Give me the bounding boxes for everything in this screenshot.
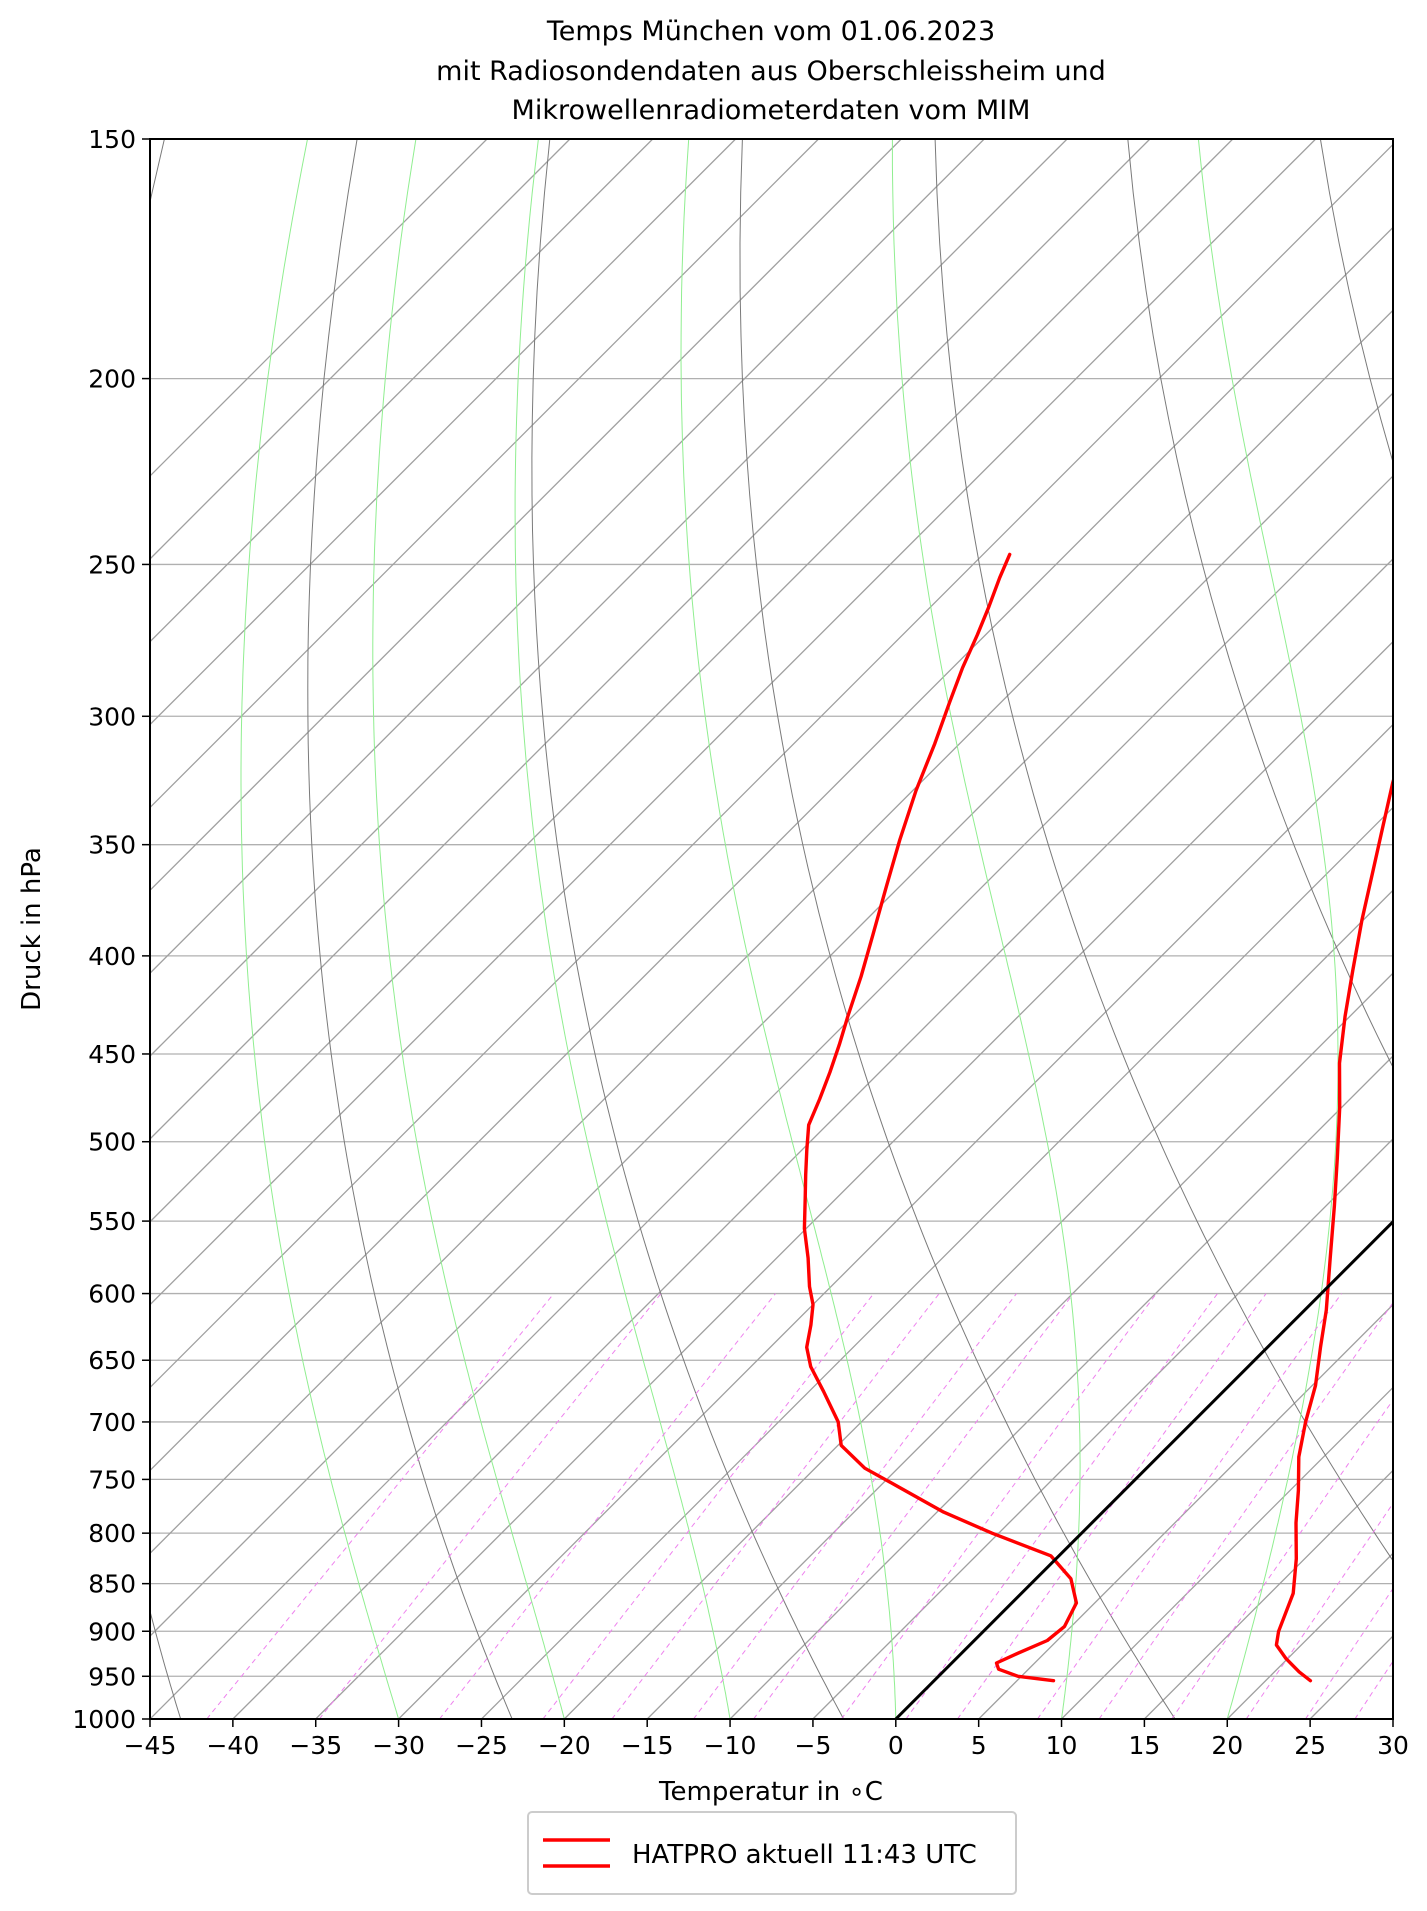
y-tick-label: 350: [88, 831, 136, 860]
background-lines: [0, 139, 1427, 1719]
moist-adiabat-line: [241, 139, 399, 1719]
dry-adiabat-line: [308, 139, 512, 1719]
plot-grid: [0, 139, 1427, 1719]
isotherm-line: [647, 139, 1427, 1719]
y-tick-label: 800: [88, 1519, 136, 1548]
mixing-ratio-line: [543, 1294, 874, 1719]
y-axis-ticks: 1000 950 900 850 800 750 700 650 600 550 500 450 400…: [72, 125, 150, 1734]
y-tick-label: 300: [88, 702, 136, 731]
y-tick-label: 750: [88, 1465, 136, 1494]
chart-title-line-3: Mikrowellenradiometerdaten vom MIM: [512, 95, 1031, 126]
x-tick-label: −15: [621, 1731, 674, 1760]
isotherm-line: [482, 139, 1427, 1719]
isotherm-line: [0, 139, 487, 1719]
isotherm-line: [0, 139, 1233, 1719]
y-tick-label: 200: [88, 365, 136, 394]
isotherm-line: [813, 139, 1427, 1719]
moist-adiabat-line: [681, 139, 896, 1719]
reference-line: [896, 629, 1427, 1720]
dry-adiabat-line: [935, 139, 1427, 1719]
mixing-ratio-line: [906, 1294, 1218, 1719]
y-tick-label: 950: [88, 1662, 136, 1691]
isotherm-line: [150, 139, 1427, 1719]
isotherm-line: [1144, 139, 1427, 1719]
mixing-ratio-line: [1099, 1294, 1400, 1719]
x-tick-label: 5: [971, 1731, 987, 1760]
mixing-ratio-line: [1172, 1294, 1427, 1719]
x-tick-label: −5: [795, 1731, 832, 1760]
isotherm-line: [0, 139, 1427, 1719]
x-axis-ticks: −45 −40 −35 −30 −25 −20 −15 −10 −5 0 5 10 15 20 25 30: [124, 1719, 1409, 1760]
isotherm-line: [0, 139, 1316, 1719]
x-tick-label: −35: [289, 1731, 342, 1760]
isotherm-line: [316, 139, 1427, 1719]
isotherm-line: [1393, 139, 1427, 1719]
y-tick-label: 500: [88, 1128, 136, 1157]
dry-adiabat-line: [740, 139, 1175, 1719]
x-tick-label: 15: [1128, 1731, 1160, 1760]
x-tick-label: −30: [372, 1731, 425, 1760]
isotherm-line: [0, 139, 1150, 1719]
x-tick-label: −40: [206, 1731, 259, 1760]
dry-adiabat-line: [532, 139, 844, 1719]
moist-adiabat-line: [515, 139, 730, 1719]
y-axis-label: Druck in hPa: [17, 847, 47, 1011]
y-tick-label: 850: [88, 1570, 136, 1599]
x-axis-label: Temperatur in ∘C: [658, 1777, 883, 1807]
chart-title-line-2: mit Radiosondendaten aus Oberschleisshei…: [436, 56, 1106, 87]
chart-title-line-1: Temps München vom 01.06.2023: [546, 16, 995, 47]
dewpoint-line: [804, 554, 1076, 1680]
mixing-ratio-line: [694, 1294, 1017, 1719]
x-tick-label: −20: [538, 1731, 591, 1760]
dry-adiabat-line: [1320, 139, 1427, 1719]
y-tick-label: 550: [88, 1207, 136, 1236]
moist-adiabat-line: [1198, 139, 1338, 1719]
x-tick-label: −45: [124, 1731, 177, 1760]
y-tick-label: 700: [88, 1408, 136, 1437]
y-tick-label: 400: [88, 942, 136, 971]
x-tick-label: 20: [1211, 1731, 1243, 1760]
moist-adiabat-line: [373, 139, 565, 1719]
x-tick-label: 0: [888, 1731, 904, 1760]
x-tick-label: 30: [1377, 1731, 1409, 1760]
moist-adiabat-line: [1393, 139, 1427, 1719]
mixing-ratio-line: [1306, 1294, 1427, 1719]
y-tick-label: 650: [88, 1346, 136, 1375]
moist-adiabat-line: [892, 139, 1080, 1719]
x-tick-label: 25: [1294, 1731, 1326, 1760]
y-tick-label: 150: [88, 125, 136, 154]
isotherm-line: [0, 139, 984, 1719]
mixing-ratio-line: [1397, 1294, 1427, 1719]
mixing-ratio-line: [612, 1294, 939, 1719]
x-tick-label: −10: [704, 1731, 757, 1760]
y-tick-label: 600: [88, 1280, 136, 1309]
isotherm-line: [0, 139, 570, 1719]
x-tick-label: −25: [455, 1731, 508, 1760]
y-tick-label: 900: [88, 1617, 136, 1646]
y-tick-label: 450: [88, 1040, 136, 1069]
y-tick-label: 1000: [72, 1705, 136, 1734]
isotherm-line: [0, 139, 1427, 1719]
legend: HATPRO aktuell 11:43 UTC: [528, 1812, 1016, 1894]
mixing-ratio-line: [958, 1294, 1267, 1719]
mixing-ratio-line: [1355, 1294, 1427, 1719]
chart-title: Temps München vom 01.06.2023 mit Radioso…: [436, 16, 1106, 126]
legend-entry-label: HATPRO aktuell 11:43 UTC: [632, 1840, 977, 1870]
plot-frame: [150, 139, 1393, 1719]
y-tick-label: 250: [88, 550, 136, 579]
x-tick-label: 10: [1046, 1731, 1078, 1760]
